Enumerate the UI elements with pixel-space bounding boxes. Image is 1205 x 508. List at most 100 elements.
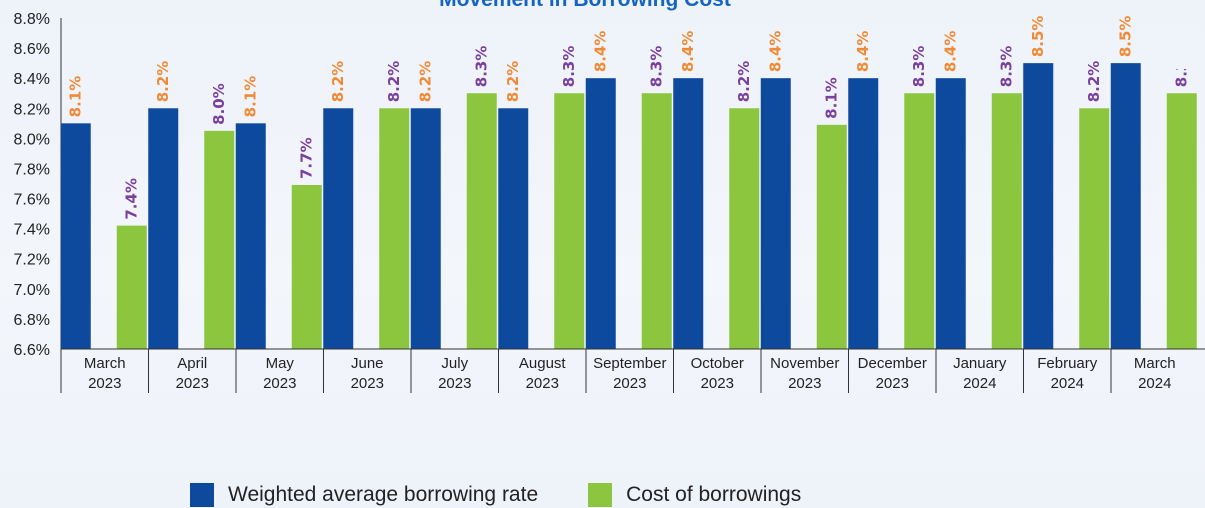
data-label-weighted-average: 8.2% — [329, 61, 347, 103]
data-label-cost-of-borrowings: 8.3% — [998, 46, 1016, 88]
x-category-month: April — [177, 355, 207, 372]
data-label-weighted-average: 8.4% — [767, 31, 785, 73]
data-label-weighted-average: 8.1% — [242, 76, 260, 118]
bar-weighted-average-borrowing-rate — [148, 108, 179, 349]
bar-cost-of-borrowings — [1166, 93, 1197, 350]
bar-weighted-average-borrowing-rate — [848, 78, 879, 349]
data-label-weighted-average: 8.4% — [854, 31, 872, 73]
x-category-month: November — [770, 355, 839, 372]
data-label-weighted-average: 8.4% — [679, 31, 697, 73]
data-label-weighted-average: 8.4% — [592, 31, 610, 73]
legend-label-cost-of-borrowings: Cost of borrowings — [626, 483, 802, 506]
bar-weighted-average-borrowing-rate — [410, 108, 441, 349]
x-category-month: March — [84, 355, 126, 372]
y-tick-label: 8.2% — [14, 101, 50, 118]
bar-cost-of-borrowings — [641, 93, 672, 350]
y-tick-label: 8.8% — [14, 11, 50, 28]
x-category-month: January — [953, 355, 1007, 372]
bar-weighted-average-borrowing-rate — [585, 78, 616, 349]
data-label-cost-of-borrowings: 8.2% — [385, 61, 403, 103]
x-category-month: September — [593, 355, 666, 372]
y-tick-label: 7.4% — [14, 222, 50, 239]
data-label-weighted-average: 8.4% — [942, 31, 960, 73]
data-label-cost-of-borrowings: 8.0% — [210, 83, 228, 125]
bar-weighted-average-borrowing-rate — [60, 123, 91, 350]
bar-cost-of-borrowings — [291, 185, 322, 349]
x-category-year: 2024 — [1051, 375, 1084, 392]
x-category-month: December — [858, 355, 927, 372]
data-labels-group: 8.1% 7.4% 8.2% 8.0% 8.1% 7.7% 8.2% 8.2% 8.2% 8.3%… — [67, 16, 1191, 220]
bar-cost-of-borrowings — [204, 130, 235, 349]
x-category-month: June — [351, 355, 384, 372]
data-label-weighted-average: 8.2% — [417, 61, 435, 103]
y-tick-label: 7.0% — [14, 282, 50, 299]
x-category-year: 2023 — [263, 375, 296, 392]
data-label-weighted-average: 8.2% — [154, 61, 172, 103]
bar-cost-of-borrowings — [466, 93, 497, 350]
bar-weighted-average-borrowing-rate — [498, 108, 529, 349]
bar-weighted-average-borrowing-rate — [1023, 63, 1054, 350]
data-label-cost-of-borrowings: 8.2% — [735, 61, 753, 103]
data-label-cost-of-borrowings: 7.7% — [298, 137, 316, 179]
data-label-weighted-average: 8.5% — [1029, 16, 1047, 58]
legend: Weighted average borrowing rate Cost of … — [190, 482, 851, 508]
x-axis: March 2023 April 2023 May 2023 June 2023 July 202… — [60, 348, 1205, 393]
y-axis: 6.6% 6.8% 7.0% 7.2% 7.4% 7.6% 7.8% 8.0% 8.2% 8.4%… — [14, 11, 62, 359]
bar-cost-of-borrowings — [1079, 108, 1110, 349]
data-label-weighted-average: 8.2% — [504, 61, 522, 103]
bar-weighted-average-borrowing-rate — [235, 123, 266, 350]
data-label-cost-of-borrowings: 8.1% — [823, 77, 841, 119]
bar-cost-of-borrowings — [116, 225, 147, 349]
x-category-month: October — [691, 355, 744, 372]
bar-weighted-average-borrowing-rate — [323, 108, 354, 349]
x-category-year: 2023 — [788, 375, 821, 392]
bar-weighted-average-borrowing-rate — [673, 78, 704, 349]
data-label-cost-of-borrowings: 8.3% — [910, 46, 928, 88]
legend-swatch-weighted-average — [190, 483, 214, 507]
bar-cost-of-borrowings — [816, 124, 847, 349]
bars-group — [60, 63, 1197, 350]
x-category-year: 2023 — [176, 375, 209, 392]
chart-title: Movement in Borrowing Cost — [439, 0, 731, 11]
bar-weighted-average-borrowing-rate — [1110, 63, 1141, 350]
y-tick-label: 8.0% — [14, 131, 50, 148]
x-category-year: 2024 — [1138, 375, 1171, 392]
x-category-year: 2023 — [526, 375, 559, 392]
data-label-weighted-average: 8.5% — [1117, 16, 1135, 58]
legend-item-weighted-average: Weighted average borrowing rate — [190, 483, 538, 507]
x-category-year: 2023 — [438, 375, 471, 392]
y-tick-label: 7.6% — [14, 192, 50, 209]
bar-weighted-average-borrowing-rate — [760, 78, 791, 349]
x-category-year: 2023 — [876, 375, 909, 392]
data-label-cost-of-borrowings: 8.3% — [473, 46, 491, 88]
x-category-year: 2024 — [963, 375, 996, 392]
x-category-year: 2023 — [88, 375, 121, 392]
x-category-year: 2023 — [701, 375, 734, 392]
y-tick-label: 6.6% — [14, 342, 50, 359]
bar-weighted-average-borrowing-rate — [935, 78, 966, 349]
data-label-cost-of-borrowings: 8.3% — [648, 46, 666, 88]
x-category-month: July — [441, 355, 468, 372]
bar-cost-of-borrowings — [991, 93, 1022, 350]
legend-label-weighted-average: Weighted average borrowing rate — [228, 483, 539, 506]
data-label-cost-of-borrowings: 8.2% — [1085, 61, 1103, 103]
data-label-cost-of-borrowings: 8.3% — [560, 46, 578, 88]
y-tick-label: 7.2% — [14, 252, 50, 269]
bar-cost-of-borrowings — [729, 108, 760, 349]
x-category-year: 2023 — [613, 375, 646, 392]
data-label-cost-of-borrowings: 7.4% — [123, 178, 141, 220]
bar-cost-of-borrowings — [554, 93, 585, 350]
y-tick-label: 8.4% — [14, 71, 50, 88]
x-category-month: February — [1037, 355, 1098, 372]
data-label-weighted-average: 8.1% — [67, 76, 85, 118]
bar-cost-of-borrowings — [379, 108, 410, 349]
legend-swatch-cost-of-borrowings — [588, 483, 613, 507]
y-tick-label: 6.8% — [14, 312, 50, 329]
y-tick-label: 7.8% — [14, 161, 50, 178]
bar-cost-of-borrowings — [904, 93, 935, 350]
data-label-cost-of-borrowings: 8.3% — [1173, 46, 1191, 88]
x-category-month: March — [1134, 355, 1176, 372]
x-category-month: May — [266, 355, 295, 372]
x-category-year: 2023 — [351, 375, 384, 392]
